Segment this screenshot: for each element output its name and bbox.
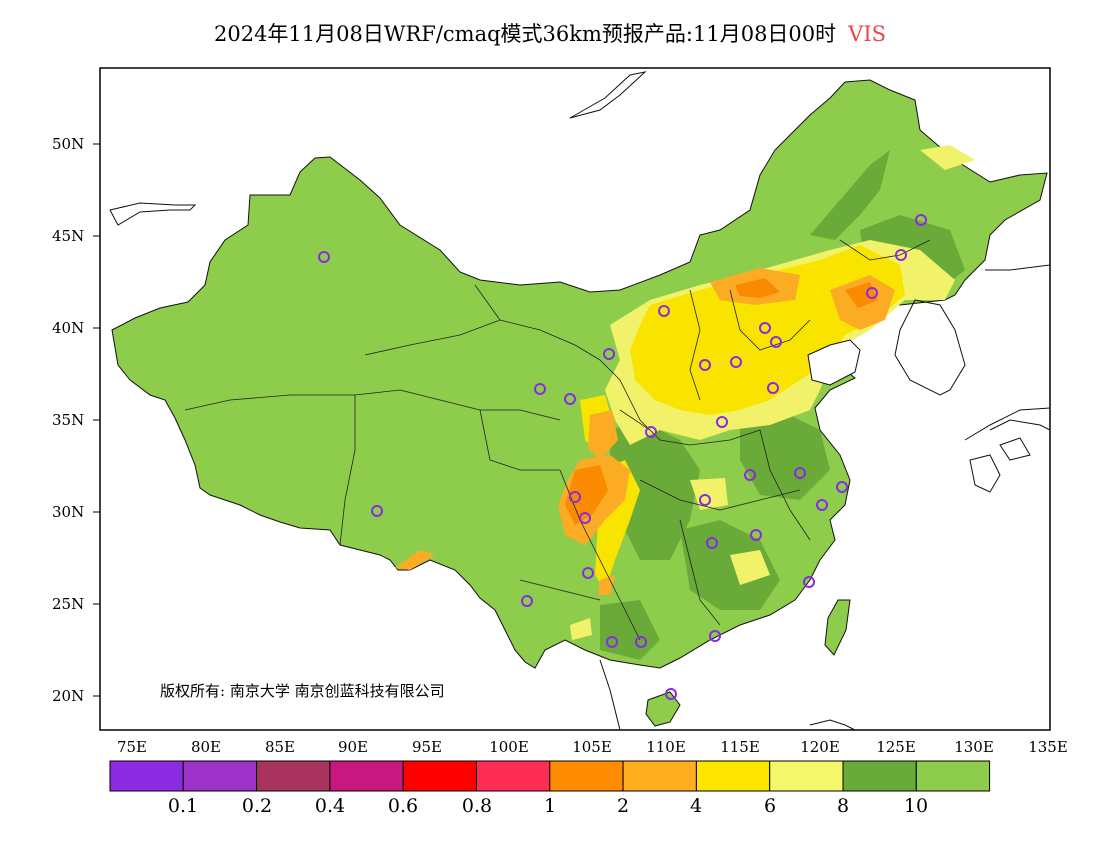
colorbar-swatch xyxy=(329,760,404,792)
station-marker xyxy=(709,630,721,642)
station-marker xyxy=(770,336,782,348)
longitude-labels: 75E 80E 85E 90E 95E 100E 105E 110E 115E … xyxy=(117,738,1068,756)
latitude-ticks xyxy=(93,143,100,697)
latitude-labels: 50N 45N 40N 35N 30N 25N 20N xyxy=(52,135,84,705)
station-marker xyxy=(759,322,771,334)
lon-label: 125E xyxy=(876,738,916,756)
station-marker xyxy=(645,426,657,438)
colorbar-label: 1 xyxy=(544,795,556,817)
station-marker xyxy=(658,305,670,317)
colorbar-swatch xyxy=(915,760,991,792)
station-marker xyxy=(836,481,848,493)
copyright-text: 版权所有: 南京大学 南京创蓝科技有限公司 xyxy=(160,682,445,700)
station-marker xyxy=(744,469,756,481)
colorbar-labels: 0.1 0.2 0.4 0.6 0.8 1 2 4 6 8 10 xyxy=(168,795,928,817)
station-marker xyxy=(318,251,330,263)
taiwan-island xyxy=(824,599,851,656)
station-marker xyxy=(579,512,591,524)
lat-label: 40N xyxy=(52,319,84,337)
lat-label: 25N xyxy=(52,595,84,613)
variable-label: VIS xyxy=(848,22,887,46)
title-text: 2024年11月08日WRF/cmaq模式36km预报产品:11月08日00时 xyxy=(213,22,837,46)
lat-label: 20N xyxy=(52,687,84,705)
lon-label: 75E xyxy=(117,738,147,756)
station-marker xyxy=(816,499,828,511)
station-marker xyxy=(534,383,546,395)
colorbar-label: 0.6 xyxy=(388,795,418,817)
station-marker xyxy=(603,348,615,360)
lat-label: 45N xyxy=(52,227,84,245)
colorbar-swatch xyxy=(402,760,478,792)
station-marker xyxy=(564,393,576,405)
lon-label: 135E xyxy=(1028,738,1068,756)
hainan-island xyxy=(645,691,681,727)
station-marker xyxy=(699,359,711,371)
lon-label: 130E xyxy=(954,738,994,756)
province-boundaries xyxy=(184,239,931,641)
colorbar-swatch xyxy=(842,760,917,792)
colorbar-swatch xyxy=(109,760,184,792)
station-marker xyxy=(706,537,718,549)
lon-label: 110E xyxy=(646,738,686,756)
lon-label: 100E xyxy=(489,738,529,756)
colorbar-swatch xyxy=(769,760,844,792)
station-marker xyxy=(866,287,878,299)
lon-label: 105E xyxy=(572,738,612,756)
lat-label: 35N xyxy=(52,411,84,429)
station-marker xyxy=(371,505,383,517)
station-marker xyxy=(699,494,711,506)
colorbar-swatch xyxy=(182,760,258,792)
station-marker xyxy=(582,567,594,579)
colorbar-label: 0.2 xyxy=(242,795,272,817)
station-marker xyxy=(794,467,806,479)
colorbar-swatch xyxy=(622,760,697,792)
neighbour-coastlines xyxy=(109,71,1051,731)
lon-label: 85E xyxy=(265,738,295,756)
lon-label: 95E xyxy=(412,738,442,756)
colorbar-swatch xyxy=(256,760,331,792)
colorbar-swatch xyxy=(549,760,624,792)
station-marker xyxy=(767,382,779,394)
colorbar-label: 0.1 xyxy=(168,795,198,817)
station-marker xyxy=(895,249,907,261)
station-marker xyxy=(716,416,728,428)
station-marker xyxy=(521,595,533,607)
station-marker xyxy=(665,688,677,700)
bohai-sea xyxy=(807,339,861,386)
lat-label: 50N xyxy=(52,135,84,153)
colorbar-label: 8 xyxy=(837,795,849,817)
station-marker xyxy=(750,529,762,541)
station-marker xyxy=(606,636,618,648)
colorbar-label: 0.8 xyxy=(462,795,492,817)
station-marker xyxy=(635,636,647,648)
lon-label: 90E xyxy=(338,738,368,756)
lon-label: 115E xyxy=(720,738,760,756)
colorbar-label: 10 xyxy=(904,795,928,817)
lon-label: 120E xyxy=(800,738,840,756)
station-marker xyxy=(803,576,815,588)
colorbar-label: 4 xyxy=(690,795,702,817)
lon-label: 80E xyxy=(191,738,221,756)
colorbar xyxy=(109,760,991,792)
colorbar-swatch xyxy=(695,760,771,792)
map-title: 2024年11月08日WRF/cmaq模式36km预报产品:11月08日00时 V… xyxy=(0,18,1100,48)
station-marker xyxy=(915,214,927,226)
station-marker xyxy=(569,491,581,503)
colorbar-label: 0.4 xyxy=(315,795,345,817)
lat-label: 30N xyxy=(52,503,84,521)
station-marker xyxy=(730,356,742,368)
colorbar-label: 6 xyxy=(764,795,776,817)
colorbar-swatch xyxy=(476,760,551,792)
colorbar-label: 2 xyxy=(617,795,629,817)
